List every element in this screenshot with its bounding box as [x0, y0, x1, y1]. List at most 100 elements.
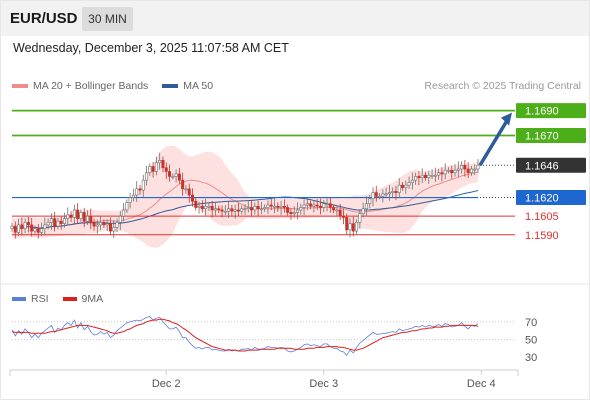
candle-body — [131, 194, 135, 198]
candle-body — [476, 164, 480, 170]
candle-body — [177, 173, 181, 181]
candle-body — [456, 168, 460, 171]
candle-body — [13, 225, 17, 233]
candle-108 — [364, 196, 368, 216]
candle-126 — [423, 172, 427, 181]
candle-76 — [259, 201, 263, 215]
candle-body — [148, 166, 152, 174]
candle-body — [414, 176, 418, 181]
candle-body — [190, 194, 194, 202]
candle-62 — [213, 201, 217, 216]
candle-28 — [102, 219, 106, 228]
candle-91 — [309, 200, 313, 210]
timestamp: Wednesday, December 3, 2025 11:07:58 AM … — [13, 41, 289, 55]
candle-82 — [279, 200, 283, 216]
candle-body — [325, 203, 329, 206]
symbol-label: EUR/USD — [10, 10, 78, 27]
candle-body — [450, 169, 454, 174]
chart-header: EUR/USD 30 MIN — [0, 0, 590, 36]
candle-body — [92, 222, 96, 227]
ma20-swatch — [12, 84, 28, 88]
candle-55 — [190, 188, 194, 207]
candle-body — [59, 220, 63, 224]
candle-23 — [85, 210, 89, 225]
candle-body — [85, 215, 89, 222]
candle-body — [10, 225, 14, 229]
support-label-5: 1.1590 — [525, 230, 559, 242]
candle-body — [401, 184, 405, 188]
rsi-swatch — [12, 297, 26, 301]
candle-68 — [233, 204, 237, 219]
candle-137 — [460, 161, 464, 174]
candle-body — [338, 209, 342, 217]
candle-body — [181, 179, 185, 190]
candle-128 — [430, 169, 434, 180]
candle-body — [443, 169, 447, 175]
candle-96 — [325, 198, 329, 212]
candle-11 — [46, 218, 50, 230]
candle-47 — [164, 162, 168, 180]
candle-40 — [141, 174, 145, 198]
candle-72 — [246, 201, 250, 213]
candle-body — [20, 224, 24, 229]
candle-body — [299, 207, 303, 211]
candle-33 — [118, 210, 122, 230]
candle-body — [387, 192, 391, 195]
rsi-ma-line — [11, 318, 479, 352]
candle-body — [158, 160, 162, 164]
candle-body — [161, 160, 165, 169]
candle-body — [312, 204, 316, 207]
candle-46 — [161, 156, 165, 173]
candle-9 — [40, 222, 44, 237]
candle-body — [410, 179, 414, 183]
candle-132 — [443, 163, 447, 180]
candle-69 — [236, 203, 240, 217]
projection-arrow-head — [501, 112, 512, 126]
candle-body — [141, 179, 145, 191]
candle-body — [371, 192, 375, 200]
candle-141 — [473, 164, 477, 176]
candle-15 — [59, 216, 63, 230]
ma50-line — [11, 190, 479, 230]
candle-114 — [384, 187, 388, 198]
candle-body — [420, 174, 424, 178]
candle-body — [355, 222, 359, 232]
candle-85 — [289, 207, 293, 220]
candle-7 — [33, 225, 37, 235]
candle-30 — [108, 217, 112, 235]
candle-71 — [243, 204, 247, 215]
candle-130 — [437, 168, 441, 180]
candle-body — [437, 172, 441, 176]
candle-140 — [469, 165, 473, 176]
legend-ma50-label: MA 50 — [183, 80, 214, 92]
candle-body — [381, 193, 385, 197]
candle-body — [236, 209, 240, 212]
candle-body — [99, 222, 103, 226]
candle-body — [187, 188, 191, 196]
candle-125 — [420, 168, 424, 184]
candle-body — [200, 205, 204, 210]
candle-118 — [397, 178, 401, 198]
candle-127 — [427, 170, 431, 184]
legend-ma20-label: MA 20 + Bollinger Bands — [33, 80, 149, 92]
candle-20 — [76, 203, 80, 225]
candle-57 — [197, 201, 201, 214]
bollinger-band — [12, 145, 478, 248]
candle-body — [427, 174, 431, 178]
legend-rsi-label: RSI — [31, 293, 49, 305]
timeframe-button[interactable]: 30 MIN — [82, 7, 133, 31]
candle-body — [305, 203, 309, 206]
target-badge-0 — [516, 103, 586, 119]
candle-27 — [99, 215, 103, 231]
candle-body — [433, 174, 437, 177]
candle-80 — [273, 198, 277, 214]
candle-body — [36, 228, 40, 233]
x-tick-label-2: Dec 4 — [467, 378, 496, 390]
candle-25 — [92, 218, 96, 231]
candle-86 — [292, 206, 296, 218]
candle-97 — [328, 196, 332, 213]
candle-1 — [13, 221, 17, 239]
candle-106 — [358, 209, 362, 229]
candle-body — [368, 198, 372, 205]
